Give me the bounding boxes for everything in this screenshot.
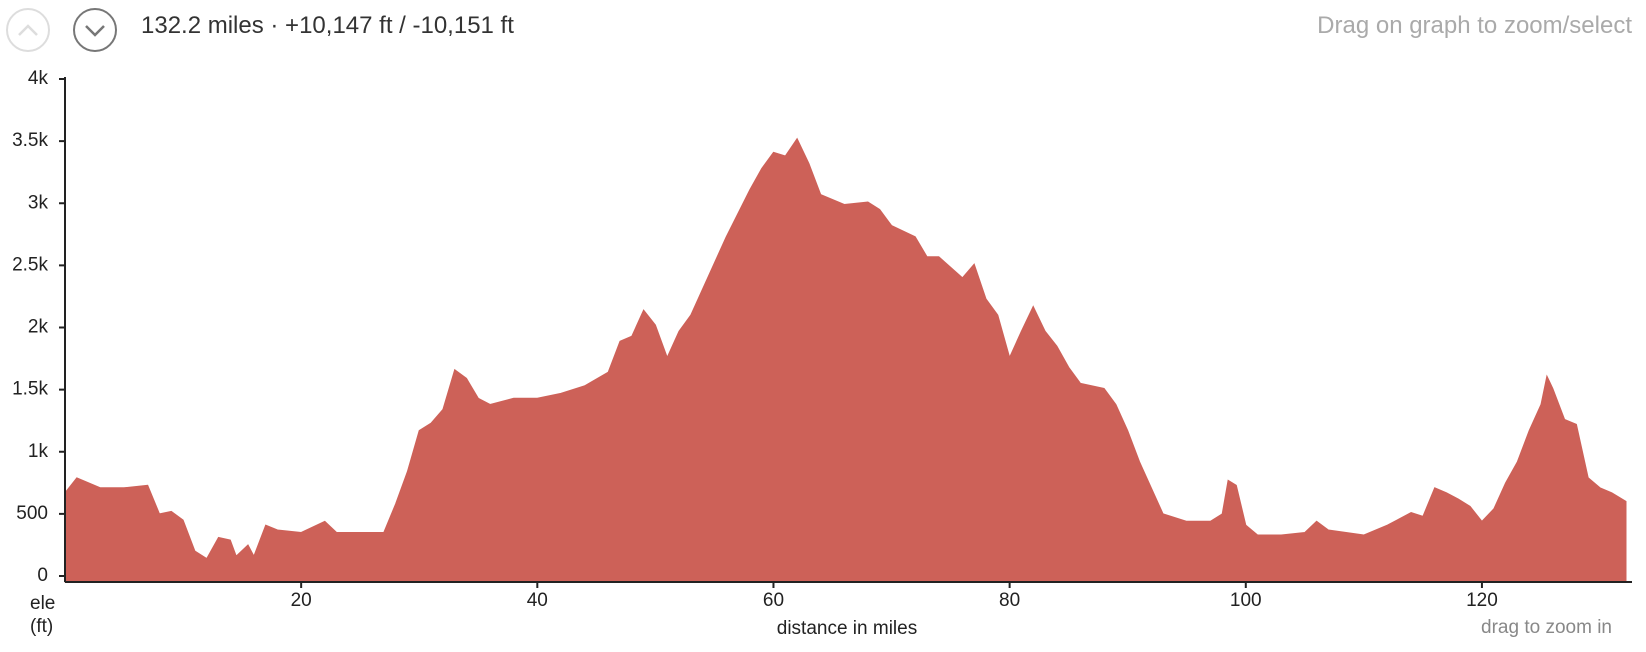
y-tick-label: 2.5k	[12, 254, 48, 275]
elevation-area	[64, 137, 1627, 583]
route-summary: 132.2 miles · +10,147 ft / -10,151 ft	[141, 12, 514, 39]
y-tick-label: 3k	[28, 192, 49, 213]
x-tick-label: 60	[763, 590, 784, 611]
y-tick-label: 500	[16, 503, 48, 524]
y-tick-label: 0	[37, 565, 48, 586]
x-tick-label: 120	[1466, 590, 1498, 611]
y-tick-label: 4k	[28, 68, 49, 89]
y-axis-label: ele (ft)	[30, 593, 56, 637]
collapse-button[interactable]	[4, 6, 52, 54]
y-tick-label: 1.5k	[12, 379, 48, 400]
hint: Drag on graph to zoom/select	[1317, 12, 1632, 39]
expand-button[interactable]	[71, 6, 119, 54]
x-tick-label: 80	[999, 590, 1020, 611]
x-axis-label: distance in miles	[777, 618, 917, 639]
y-tick-label: 1k	[28, 441, 49, 462]
y-tick-label: 2k	[28, 317, 49, 338]
y-tick-label: 3.5k	[12, 130, 48, 151]
x-tick-label: 20	[291, 590, 312, 611]
x-tick-label: 100	[1230, 590, 1262, 611]
zoom-note: drag to zoom in	[1481, 617, 1612, 638]
x-tick-label: 40	[527, 590, 548, 611]
